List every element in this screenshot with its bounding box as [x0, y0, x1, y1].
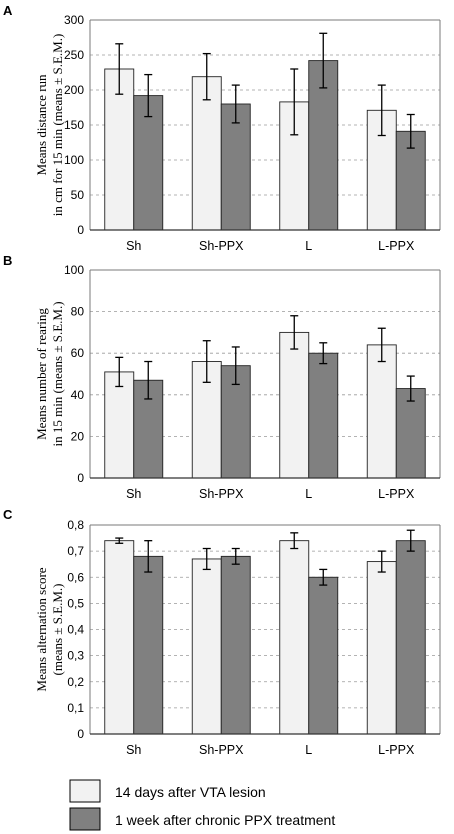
y-tick-label: 0: [77, 727, 84, 741]
y-tick-label: 200: [64, 83, 84, 97]
y-tick-label: 150: [64, 118, 84, 132]
y-axis-label: Means number of rearingin 15 min (means …: [34, 301, 65, 446]
y-tick-label: 20: [71, 429, 85, 443]
x-category-label: Sh-PPX: [199, 743, 244, 757]
y-tick-label: 0,2: [67, 675, 84, 689]
bar-c-s2-2: [308, 576, 339, 735]
legend: 14 days after VTA lesion 1 week after ch…: [69, 779, 335, 831]
y-tick-label: 0,8: [67, 518, 84, 532]
y-tick-label: 0,3: [67, 649, 84, 663]
bar-c-s1-0: [104, 540, 135, 735]
x-category-label: Sh: [126, 743, 141, 757]
y-tick-label: 100: [64, 153, 84, 167]
legend-label-series2: 1 week after chronic PPX treatment: [115, 812, 335, 828]
y-tick-label: 80: [71, 305, 85, 319]
y-tick-label: 0,7: [67, 544, 84, 558]
bar-b-s1-2: [279, 331, 310, 479]
x-category-label: Sh-PPX: [199, 487, 244, 501]
x-category-label: L: [305, 743, 312, 757]
chart-panel-b: B 0 20 40 60 80 100 Means number of rearingin 1…: [3, 253, 441, 501]
panel-letter: B: [3, 253, 12, 268]
y-tick-label: 40: [71, 388, 85, 402]
x-category-label: Sh: [126, 239, 141, 253]
x-category-label: Sh: [126, 487, 141, 501]
panel-letter: A: [3, 3, 13, 18]
bar-c-s1-1: [191, 558, 222, 735]
x-category-label: L-PPX: [378, 487, 415, 501]
y-tick-label: 50: [71, 188, 85, 202]
bar-c-s2-0: [133, 555, 164, 735]
y-tick-label: 0,1: [67, 701, 84, 715]
y-axis-label: Means alternation score(means ± S.E.M.): [34, 567, 65, 691]
x-category-label: Sh-PPX: [199, 239, 244, 253]
y-axis-label-line: Means number of rearing: [34, 308, 49, 440]
y-axis-label-line: in 15 min (means ± S.E.M.): [50, 301, 65, 446]
y-tick-label: 0: [77, 471, 84, 485]
y-axis-label-line: in cm for 15 min (means ± S.E.M.): [50, 34, 65, 217]
bar-b-s1-3: [366, 344, 397, 479]
x-category-label: L: [305, 239, 312, 253]
bar-a-s1-0: [104, 68, 135, 231]
bar-c-s2-3: [395, 540, 426, 735]
y-axis-label-line: (means ± S.E.M.): [50, 584, 65, 676]
y-tick-label: 100: [64, 263, 84, 277]
bar-b-s2-2: [308, 352, 339, 479]
y-tick-label: 0,6: [67, 570, 84, 584]
y-axis-label-line: Means alternation score: [34, 567, 49, 691]
legend-swatch-series1: [69, 779, 101, 803]
bar-b-s1-0: [104, 371, 135, 479]
y-tick-label: 0: [77, 223, 84, 237]
chart-panel-a: A 0 50 100 150 200 250 300 Means distance runin …: [3, 3, 441, 253]
bar-c-s2-1: [220, 555, 251, 735]
x-category-label: L: [305, 487, 312, 501]
y-tick-label: 250: [64, 48, 84, 62]
x-category-label: L-PPX: [378, 239, 415, 253]
bar-c-s1-3: [366, 561, 397, 735]
y-tick-label: 0,5: [67, 596, 84, 610]
chart-panel-c: C 0 0,1 0,2 0,3 0,4 0,5 0,6 0,7 0,8 Means alternat…: [3, 507, 441, 757]
y-axis-label-line: Means distance run: [34, 74, 49, 176]
bar-c-s1-2: [279, 540, 310, 735]
legend-swatch-series2: [69, 807, 101, 831]
bar-a-s2-1: [220, 103, 251, 231]
y-tick-label: 60: [71, 346, 85, 360]
y-tick-label: 0,4: [67, 623, 84, 637]
y-axis-label: Means distance runin cm for 15 min (mean…: [34, 34, 65, 217]
bar-b-s2-3: [395, 388, 426, 479]
y-tick-label: 300: [64, 13, 84, 27]
legend-label-series1: 14 days after VTA lesion: [115, 784, 266, 800]
panel-letter: C: [3, 507, 13, 522]
x-category-label: L-PPX: [378, 743, 415, 757]
